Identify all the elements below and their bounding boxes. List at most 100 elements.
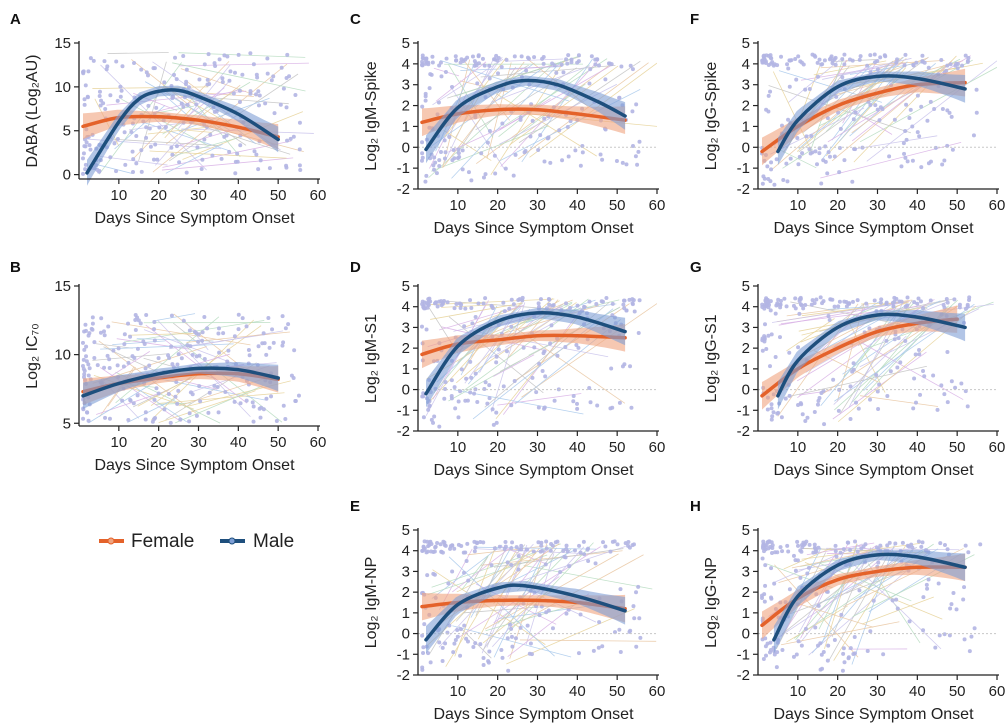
subject-point: [212, 61, 217, 66]
subject-point: [107, 366, 112, 371]
y-tick-label: 5: [742, 522, 750, 539]
subject-point: [144, 125, 149, 130]
subject-point: [765, 407, 770, 412]
subject-point: [519, 54, 524, 59]
subject-point: [621, 302, 626, 307]
x-tick-label: 40: [569, 197, 586, 214]
x-tick-label: 40: [230, 187, 247, 204]
subject-point: [133, 328, 138, 333]
subject-point: [82, 347, 87, 352]
x-tick-label: 20: [489, 683, 506, 700]
subject-point: [247, 353, 252, 358]
panel-A: 0 5 10 15 10 20 30 40 50 60 Days Since Symptom Ons…: [10, 11, 326, 227]
subject-point: [80, 340, 85, 345]
subject-point: [783, 396, 788, 401]
subject-point: [842, 52, 847, 57]
subject-point: [617, 627, 622, 632]
subject-point: [503, 544, 508, 549]
subject-point: [459, 57, 464, 62]
subject-point: [815, 60, 820, 65]
subject-point: [832, 304, 837, 309]
subject-point: [814, 297, 819, 302]
subject-point: [479, 151, 484, 156]
subject-point: [856, 406, 861, 411]
subject-point: [136, 318, 141, 323]
subject-point: [795, 558, 800, 563]
subject-point: [775, 63, 780, 68]
subject-point: [796, 54, 801, 59]
subject-point: [778, 545, 783, 550]
subject-point: [286, 322, 291, 327]
subject-point: [850, 58, 855, 63]
subject-point: [819, 181, 824, 186]
subject-point: [422, 539, 427, 544]
subject-point: [451, 148, 456, 153]
subject-point: [949, 379, 954, 384]
subject-point: [272, 111, 277, 116]
subject-trajectory: [452, 625, 572, 658]
subject-point: [578, 163, 583, 168]
subject-point: [858, 54, 863, 59]
subject-point: [916, 296, 921, 301]
subject-trajectory: [851, 109, 893, 135]
subject-point: [487, 649, 492, 654]
subject-trajectory: [498, 64, 590, 138]
subject-point: [797, 311, 802, 316]
subject-point: [103, 415, 108, 420]
subject-point: [863, 542, 868, 547]
subject-point: [516, 298, 521, 303]
subject-point: [87, 143, 92, 148]
x-tick-label: 10: [789, 439, 806, 456]
subject-point: [82, 144, 87, 149]
subject-trajectory: [799, 550, 875, 644]
subject-point: [481, 655, 486, 660]
subject-point: [443, 387, 448, 392]
subject-point: [256, 89, 261, 94]
subject-point: [424, 56, 429, 61]
subject-point: [807, 86, 812, 91]
subject-point: [468, 359, 473, 364]
female-fit-line: [81, 114, 280, 139]
subject-point: [494, 410, 499, 415]
subject-point: [157, 125, 162, 130]
x-axis-label: Days Since Symptom Onset: [433, 706, 634, 723]
subject-point: [865, 648, 870, 653]
y-axis-label: Log₂ IgM-Spike: [363, 61, 380, 170]
subject-point: [917, 347, 922, 352]
subject-point: [496, 347, 501, 352]
subject-point: [512, 379, 517, 384]
subject-point: [855, 549, 860, 554]
subject-point: [575, 60, 580, 65]
subject-point: [971, 133, 976, 138]
panel-E: -2 -1 0 1 2 3 4 5 10 20 30 40 50 60 Days Since Symptom…: [350, 498, 665, 723]
subject-point: [845, 540, 850, 545]
subject-point: [902, 151, 907, 156]
subject-point: [549, 323, 554, 328]
subject-point: [945, 63, 950, 68]
subject-point: [624, 308, 629, 313]
male-confidence-band: [777, 310, 966, 410]
subject-point: [509, 626, 514, 631]
subject-point: [285, 138, 290, 143]
subject-trajectory: [493, 354, 535, 377]
subject-point: [142, 342, 147, 347]
subject-trajectory: [866, 60, 997, 162]
subject-point: [425, 60, 430, 65]
subject-point: [628, 364, 633, 369]
subject-point: [854, 400, 859, 405]
x-tick-label: 20: [829, 197, 846, 214]
subject-point: [637, 616, 642, 621]
subject-point: [609, 366, 614, 371]
y-tick-label: 0: [402, 382, 410, 399]
subject-point: [455, 628, 460, 633]
subject-point: [483, 296, 488, 301]
subject-point: [937, 633, 942, 638]
subject-point: [126, 321, 131, 326]
subject-point: [143, 410, 148, 415]
subject-point: [284, 75, 289, 80]
subject-point: [820, 666, 825, 671]
subject-point: [433, 160, 438, 165]
subject-point: [809, 133, 814, 138]
subject-point: [881, 652, 886, 657]
subject-point: [472, 59, 477, 64]
